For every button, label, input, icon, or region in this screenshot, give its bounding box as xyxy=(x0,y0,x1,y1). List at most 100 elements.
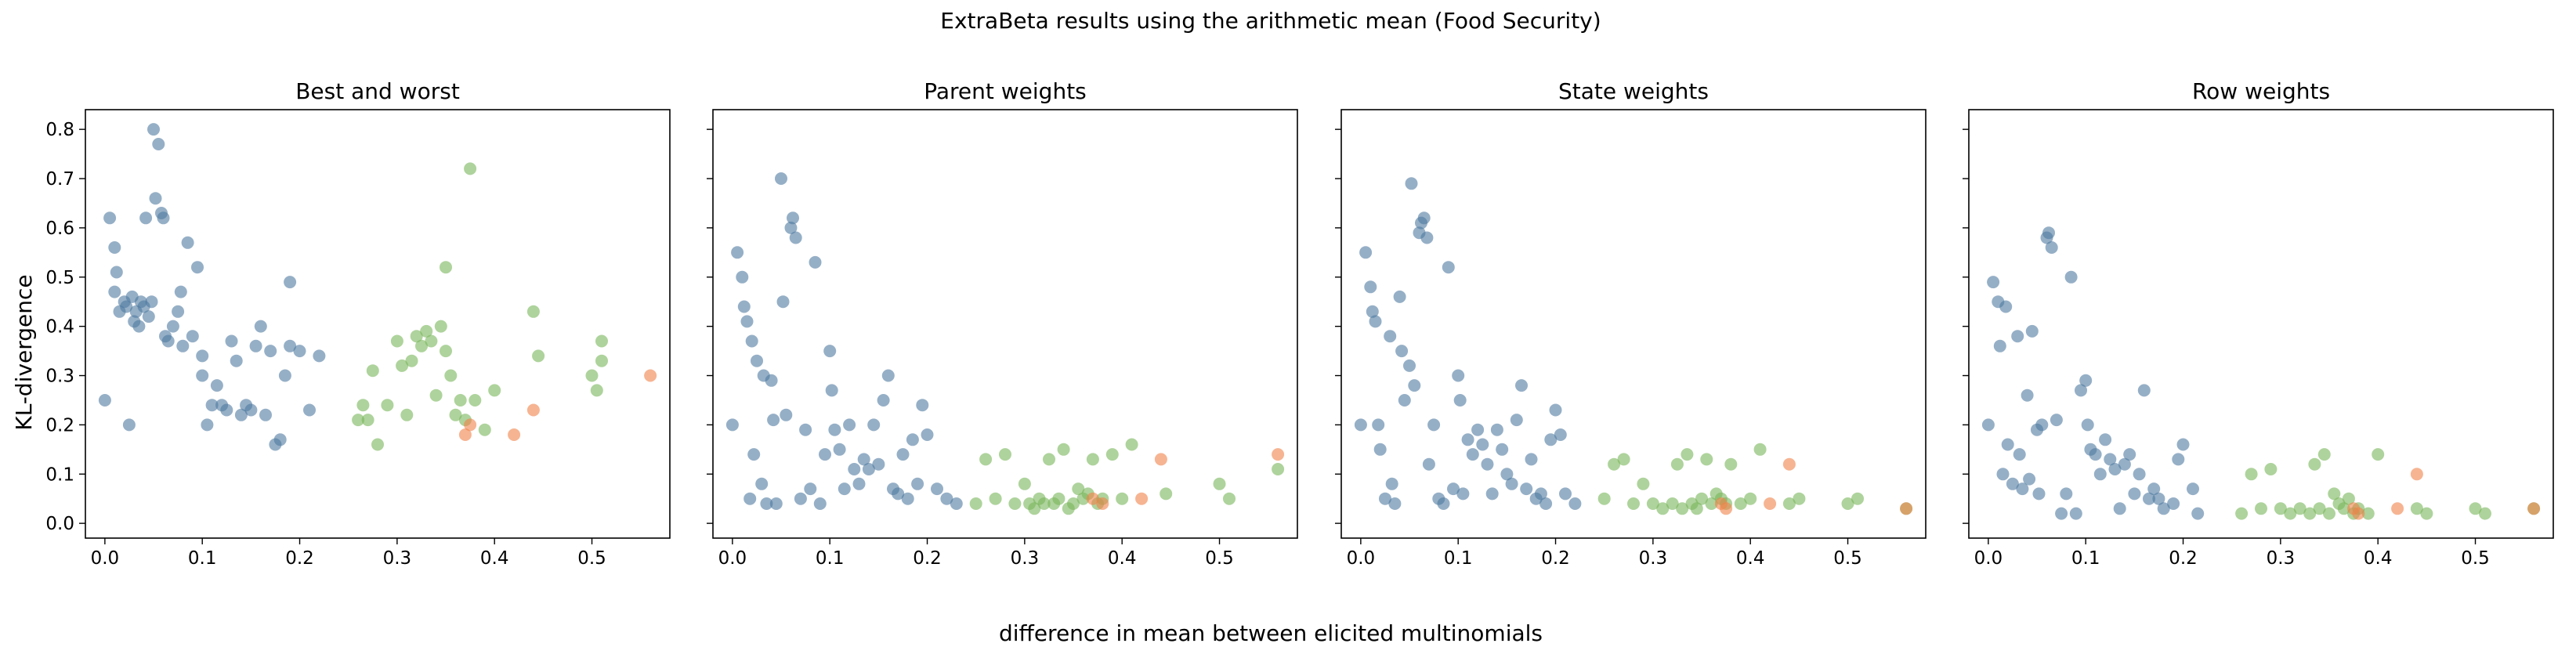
scatter-point-blue xyxy=(191,261,204,274)
scatter-point-green xyxy=(352,414,365,427)
subplot-title: Parent weights xyxy=(924,78,1087,104)
x-tick-label: 0.1 xyxy=(1444,548,1473,569)
scatter-point-blue xyxy=(765,374,778,387)
x-tick-label: 0.0 xyxy=(1974,548,2003,569)
plot-frame xyxy=(712,109,1298,539)
scatter-point-blue xyxy=(1505,477,1518,490)
scatter-point-green xyxy=(1086,453,1099,466)
scatter-point-green xyxy=(999,448,1011,461)
scatter-point-blue xyxy=(2128,487,2141,501)
scatter-point-green xyxy=(1627,497,1640,510)
scatter-point-green xyxy=(469,394,482,407)
scatter-point-green xyxy=(1043,453,1055,466)
scatter-point-blue xyxy=(776,295,790,309)
scatter-point-green xyxy=(585,369,599,382)
scatter-point-blue xyxy=(142,310,155,323)
scatter-point-green xyxy=(1223,492,1236,505)
scatter-point-green xyxy=(2328,487,2341,501)
scatter-point-orange xyxy=(2391,502,2404,515)
scatter-point-green xyxy=(1666,497,1679,510)
scatter-point-blue xyxy=(813,497,827,510)
scatter-point-green xyxy=(969,497,982,510)
scatter-point-blue xyxy=(804,482,817,496)
scatter-point-orange xyxy=(1272,448,1285,461)
scatter-point-blue xyxy=(745,334,758,348)
scatter-point-green xyxy=(2361,507,2375,520)
y-tick-label: 0.1 xyxy=(45,464,74,485)
x-tick-label: 0.5 xyxy=(1833,548,1862,569)
scatter-point-green xyxy=(1028,502,1041,515)
scatter-point-blue xyxy=(147,123,160,136)
scatter-point-green xyxy=(1213,477,1226,490)
scatter-point-blue xyxy=(743,492,757,505)
scatter-point-blue xyxy=(166,320,179,333)
scatter-point-green xyxy=(2342,492,2355,505)
y-tick-label: 0.4 xyxy=(45,317,74,338)
scatter-point-blue xyxy=(736,270,749,284)
scatter-point-blue xyxy=(950,497,963,510)
scatter-point-blue xyxy=(132,320,146,333)
scatter-point-blue xyxy=(1996,468,2010,481)
scatter-point-blue xyxy=(1490,423,1503,436)
scatter-point-green xyxy=(526,305,540,318)
scatter-point-blue xyxy=(872,457,885,471)
x-tick-label: 0.2 xyxy=(285,548,314,569)
scatter-point-blue xyxy=(833,443,846,456)
scatter-point-blue xyxy=(1481,457,1494,471)
scatter-point-blue xyxy=(1369,315,1382,328)
scatter-point-blue xyxy=(210,379,223,392)
subplot-grid: Best and worst 0.0 0.1 0.2 0.3 0.4 0.5 0.0 0.1 0.… xyxy=(45,78,2554,569)
scatter-point-blue xyxy=(1471,423,1485,436)
x-tick-label: 0.3 xyxy=(1011,548,1040,569)
scatter-point-blue xyxy=(234,408,248,421)
scatter-point-green xyxy=(1105,448,1119,461)
x-tick-label: 0.0 xyxy=(1347,548,1376,569)
scatter-point-blue xyxy=(103,211,117,225)
scatter-point-blue xyxy=(98,394,111,407)
scatter-point-green xyxy=(429,389,443,402)
scatter-point-blue xyxy=(2032,487,2046,501)
scatter-point-orange xyxy=(644,369,657,382)
scatter-point-blue xyxy=(2133,468,2146,481)
scatter-point-green xyxy=(590,384,603,397)
scatter-point-blue xyxy=(2023,472,2036,486)
scatter-point-blue xyxy=(1539,497,1553,510)
scatter-point-blue xyxy=(906,433,919,446)
scatter-point-blue xyxy=(2081,418,2094,432)
scatter-point-green xyxy=(1793,492,1806,505)
scatter-point-blue xyxy=(303,403,316,417)
y-tick-label: 0.8 xyxy=(45,120,74,140)
x-tick-label: 0.0 xyxy=(91,548,120,569)
y-tick-label: 0.2 xyxy=(45,415,74,436)
scatter-point-blue xyxy=(775,172,787,185)
scatter-point-blue xyxy=(284,339,297,352)
scatter-point-blue xyxy=(1554,428,1567,441)
scatter-point-green xyxy=(1272,463,1285,475)
scatter-point-green xyxy=(2235,507,2249,520)
scatter-point-green xyxy=(532,349,545,363)
scatter-point-blue xyxy=(896,448,910,461)
scatter-point-blue xyxy=(1379,492,1391,505)
x-tick-label: 0.3 xyxy=(2267,548,2296,569)
scatter-point-blue xyxy=(259,408,272,421)
scatter-point-blue xyxy=(877,394,890,407)
scatter-point-blue xyxy=(1372,418,1385,432)
scatter-point-blue xyxy=(176,339,190,352)
scatter-point-blue xyxy=(181,236,194,249)
scatter-point-blue xyxy=(145,295,158,309)
y-tick-label: 0.5 xyxy=(45,268,74,288)
scatter-point-green xyxy=(2284,507,2297,520)
x-tick-label: 0.1 xyxy=(188,548,217,569)
scatter-point-blue xyxy=(186,330,199,343)
y-tick-label: 0.6 xyxy=(45,219,74,239)
scatter-point-blue xyxy=(2042,226,2055,240)
scatter-point-green xyxy=(1057,443,1070,456)
scatter-point-blue xyxy=(1534,487,1547,501)
scatter-point-orange xyxy=(2527,502,2541,515)
scatter-point-blue xyxy=(2035,418,2049,432)
scatter-point-green xyxy=(366,364,379,378)
scatter-point-green xyxy=(1008,497,1022,510)
scatter-point-blue xyxy=(1405,177,1418,190)
